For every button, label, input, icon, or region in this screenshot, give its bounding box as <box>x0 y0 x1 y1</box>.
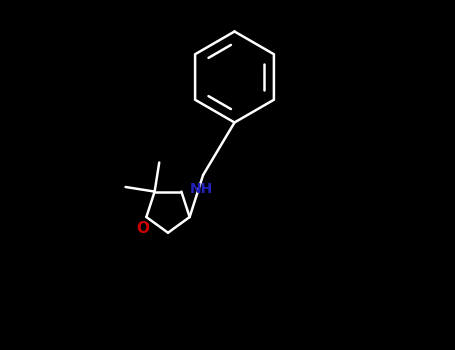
Text: O: O <box>136 221 149 236</box>
Text: NH: NH <box>190 182 213 196</box>
